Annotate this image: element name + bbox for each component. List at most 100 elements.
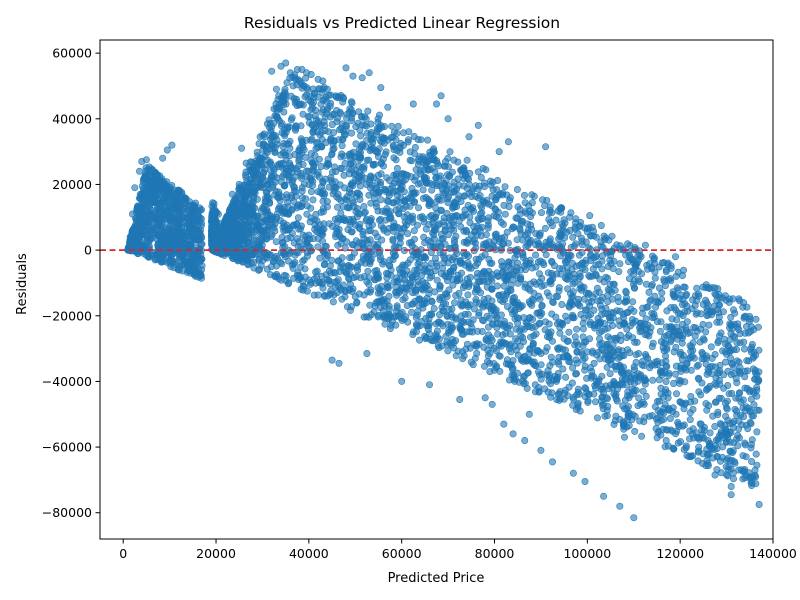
data-point [512, 267, 520, 275]
data-point [444, 231, 452, 239]
data-point [585, 390, 593, 398]
data-point [419, 186, 427, 194]
data-point [367, 199, 375, 207]
data-point [137, 202, 145, 210]
data-point [314, 291, 322, 299]
data-point [234, 191, 242, 199]
data-point [532, 361, 540, 369]
data-point [694, 457, 702, 465]
data-point [509, 364, 517, 372]
data-point [462, 238, 470, 246]
data-point [376, 178, 384, 186]
data-point [731, 459, 739, 467]
data-point [598, 257, 606, 265]
data-point [394, 122, 402, 130]
data-point [598, 339, 606, 347]
data-point [346, 270, 354, 278]
data-point [662, 362, 670, 370]
data-point [466, 344, 474, 352]
data-point [183, 268, 191, 276]
data-point [288, 229, 296, 237]
data-point [520, 380, 528, 388]
data-point [161, 180, 169, 188]
data-point [288, 114, 296, 122]
data-point [331, 163, 339, 171]
data-point [418, 317, 426, 325]
data-point [267, 263, 275, 271]
data-point [389, 236, 397, 244]
data-point [620, 313, 628, 321]
data-point [404, 195, 412, 203]
data-point [279, 149, 287, 157]
data-point [459, 171, 467, 179]
data-point [317, 208, 325, 216]
data-point [382, 187, 390, 195]
data-point [410, 235, 418, 243]
data-point [753, 386, 761, 394]
data-point [509, 357, 517, 365]
data-point [282, 100, 290, 108]
data-point [490, 212, 498, 220]
data-point [500, 322, 508, 330]
data-point [444, 259, 452, 267]
data-point [752, 450, 760, 458]
data-point [704, 459, 712, 467]
data-point [409, 212, 417, 220]
data-point [729, 475, 737, 483]
data-point [343, 122, 351, 130]
data-point [262, 188, 270, 196]
data-point [280, 140, 288, 148]
data-point [723, 471, 731, 479]
data-point [455, 289, 463, 297]
data-point [488, 270, 496, 278]
data-point [602, 273, 610, 281]
data-point [174, 186, 182, 194]
data-point [141, 174, 149, 182]
data-point [664, 276, 672, 284]
data-point [343, 204, 351, 212]
data-point [639, 304, 647, 312]
data-point [572, 262, 580, 270]
data-point [706, 429, 714, 437]
data-point [435, 335, 443, 343]
data-point [444, 182, 452, 190]
data-point [433, 276, 441, 284]
data-point [325, 220, 333, 228]
data-point [384, 284, 392, 292]
data-point [284, 257, 292, 265]
data-point [661, 282, 669, 290]
data-point [294, 214, 302, 222]
data-point [226, 221, 234, 229]
data-point [695, 388, 703, 396]
data-point [678, 339, 686, 347]
data-point [513, 298, 521, 306]
data-point [681, 283, 689, 291]
data-point [521, 283, 529, 291]
data-point [451, 187, 459, 195]
data-point [537, 209, 545, 217]
data-point [654, 418, 662, 426]
data-point [278, 173, 286, 181]
data-point [586, 320, 594, 328]
data-point [364, 288, 372, 296]
data-point [271, 191, 279, 199]
data-point [601, 309, 609, 317]
data-point [633, 338, 641, 346]
data-point [388, 122, 396, 130]
data-point [262, 232, 270, 240]
data-point [416, 179, 424, 187]
data-point [397, 314, 405, 322]
data-point [529, 339, 537, 347]
data-point [609, 264, 617, 272]
data-point [303, 167, 311, 175]
data-point [543, 344, 551, 352]
data-point [482, 241, 490, 249]
data-point [372, 243, 380, 251]
data-point [625, 251, 633, 259]
data-point [547, 280, 555, 288]
data-point [513, 251, 521, 259]
data-point [303, 210, 311, 218]
data-point [559, 222, 567, 230]
data-point [286, 152, 294, 160]
